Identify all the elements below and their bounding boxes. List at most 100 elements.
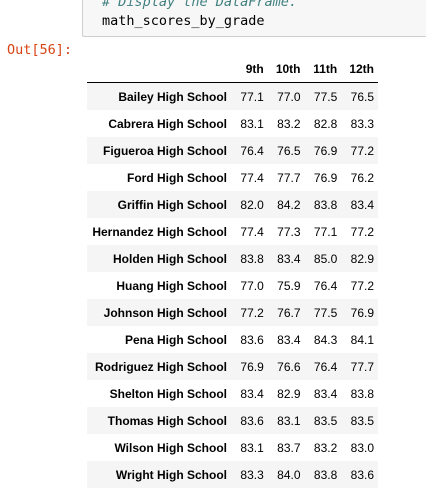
table-cell: 83.8 [240,251,264,266]
row-index-school: Thomas High School [107,413,227,428]
table-row: Wright High School 83.3 84.0 83.8 83.6 [87,461,378,488]
table-header-row: 9th 10th 11th 12th [87,55,378,83]
table-cell: 83.1 [240,116,264,131]
table-cell: 77.1 [313,224,338,239]
row-index-school: Griffin High School [117,197,227,212]
table-cell: 82.0 [240,197,264,212]
table-cell: 83.4 [240,386,264,401]
table-cell: 83.1 [240,440,264,455]
row-index-school: Holden High School [113,251,227,266]
table-row: Thomas High School 83.6 83.1 83.5 83.5 [87,407,378,434]
table-cell: 76.9 [313,170,338,185]
row-index-school: Wright High School [115,467,227,482]
table-row: Holden High School 83.8 83.4 85.0 82.9 [87,245,378,272]
row-index-school: Rodriguez High School [95,359,227,374]
table-cell: 83.2 [277,116,301,131]
column-header: 12th [349,61,374,76]
table-row: Rodriguez High School 76.9 76.6 76.4 77.7 [87,353,378,380]
table-cell: 77.2 [350,143,374,158]
table-cell: 84.0 [277,467,301,482]
output-prompt: Out[56]: [7,42,73,58]
table-cell: 77.1 [240,89,264,104]
row-index-school: Figueroa High School [102,143,227,158]
row-index-school: Pena High School [124,332,227,347]
table-cell: 77.7 [277,170,301,185]
table-cell: 83.8 [350,386,374,401]
table-row: Cabrera High School 83.1 83.2 82.8 83.3 [87,110,378,137]
table-cell: 83.2 [313,440,338,455]
table-body: Bailey High School 77.1 77.0 77.5 76.5 Cabrer… [87,83,378,488]
code-line: math_scores_by_grade [102,13,265,29]
table-cell: 76.7 [277,305,301,320]
table-cell: 77.0 [240,278,264,293]
table-cell: 76.5 [350,89,374,104]
table-cell: 83.6 [240,413,264,428]
table-cell: 82.9 [277,386,301,401]
table-cell: 83.3 [350,116,374,131]
table-cell: 76.9 [313,143,338,158]
table-cell: 83.6 [350,467,374,482]
table-cell: 76.9 [240,359,264,374]
table-row: Huang High School 77.0 75.9 76.4 77.2 [87,272,378,299]
table-cell: 77.4 [240,170,264,185]
row-index-school: Huang High School [116,278,227,293]
table-cell: 77.7 [350,359,374,374]
row-index-school: Wilson High School [114,440,227,455]
table-cell: 83.1 [277,413,301,428]
row-index-school: Shelton High School [109,386,227,401]
table-cell: 83.4 [350,197,374,212]
table-cell: 77.4 [240,224,264,239]
code-comment: # Display the DataFrame. [102,0,298,10]
table-row: Shelton High School 83.4 82.9 83.4 83.8 [87,380,378,407]
table-cell: 77.3 [277,224,301,239]
row-index-school: Hernandez High School [92,224,227,239]
table-cell: 77.2 [350,224,374,239]
column-header: 11th [313,61,338,76]
table-cell: 84.2 [277,197,301,212]
table-cell: 76.5 [277,143,301,158]
table-cell: 75.9 [277,278,301,293]
table-cell: 83.0 [350,440,374,455]
dataframe-table: 9th 10th 11th 12th Bailey High School 77.1 77… [87,55,378,488]
table-cell: 82.9 [350,251,374,266]
row-index-school: Johnson High School [103,305,227,320]
code-input-cell[interactable]: # Display the DataFrame. math_scores_by_… [82,0,426,37]
table-row: Wilson High School 83.1 83.7 83.2 83.0 [87,434,378,461]
table-cell: 76.9 [350,305,374,320]
table-cell: 83.5 [350,413,374,428]
table-cell: 83.4 [277,251,301,266]
row-index-school: Ford High School [127,170,227,185]
column-header: 9th [245,61,264,76]
table-row: Griffin High School 82.0 84.2 83.8 83.4 [87,191,378,218]
table-row: Johnson High School 77.2 76.7 77.5 76.9 [87,299,378,326]
table-cell: 83.4 [313,386,338,401]
table-cell: 77.5 [313,89,338,104]
table-row: Figueroa High School 76.4 76.5 76.9 77.2 [87,137,378,164]
table-row: Ford High School 77.4 77.7 76.9 76.2 [87,164,378,191]
table-cell: 77.5 [313,305,338,320]
table-row: Hernandez High School 77.4 77.3 77.1 77.2 [87,218,378,245]
table-cell: 77.0 [277,89,301,104]
table-row: Bailey High School 77.1 77.0 77.5 76.5 [87,83,378,110]
table-cell: 83.7 [277,440,301,455]
table-cell: 85.0 [313,251,338,266]
table-cell: 82.8 [313,116,338,131]
table-cell: 83.6 [240,332,264,347]
table-row: Pena High School 83.6 83.4 84.3 84.1 [87,326,378,353]
table-cell: 76.2 [350,170,374,185]
table-cell: 76.6 [277,359,301,374]
table-cell: 76.4 [313,278,338,293]
column-header: 10th [275,61,301,76]
table-cell: 83.8 [313,467,338,482]
table-cell: 83.8 [313,197,338,212]
table-cell: 84.1 [350,332,374,347]
table-cell: 77.2 [350,278,374,293]
row-index-school: Bailey High School [118,89,227,104]
table-cell: 83.4 [277,332,301,347]
table-cell: 77.2 [240,305,264,320]
table-cell: 84.3 [313,332,338,347]
table-cell: 76.4 [240,143,264,158]
row-index-school: Cabrera High School [108,116,227,131]
table-cell: 83.5 [313,413,338,428]
